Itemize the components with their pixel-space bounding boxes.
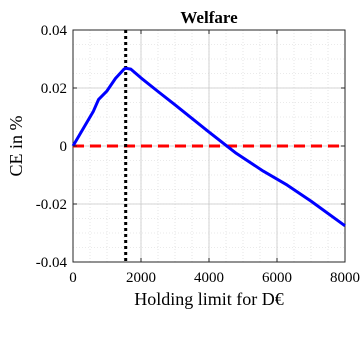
y-tick-label: 0.02	[41, 81, 67, 97]
tick-labels: 0 2000 4000 6000 8000 -0.04 -0.02 0 0.02 0.04	[36, 23, 360, 286]
y-tick-label: 0.04	[41, 23, 68, 39]
y-tick-label: -0.02	[36, 197, 67, 213]
x-tick-label: 0	[69, 270, 77, 286]
welfare-series-line	[71, 66, 346, 228]
x-tick-label: 6000	[262, 270, 292, 286]
chart-marks	[71, 30, 346, 262]
chart-title: Welfare	[180, 8, 238, 27]
x-axis-title: Holding limit for D€	[134, 289, 284, 309]
x-tick-label: 2000	[126, 270, 156, 286]
x-tick-label: 4000	[194, 270, 224, 286]
y-tick-label: 0	[60, 139, 68, 155]
x-tick-label: 8000	[330, 270, 360, 286]
y-tick-label: -0.04	[36, 255, 68, 271]
y-axis-title: CE in %	[6, 115, 26, 176]
